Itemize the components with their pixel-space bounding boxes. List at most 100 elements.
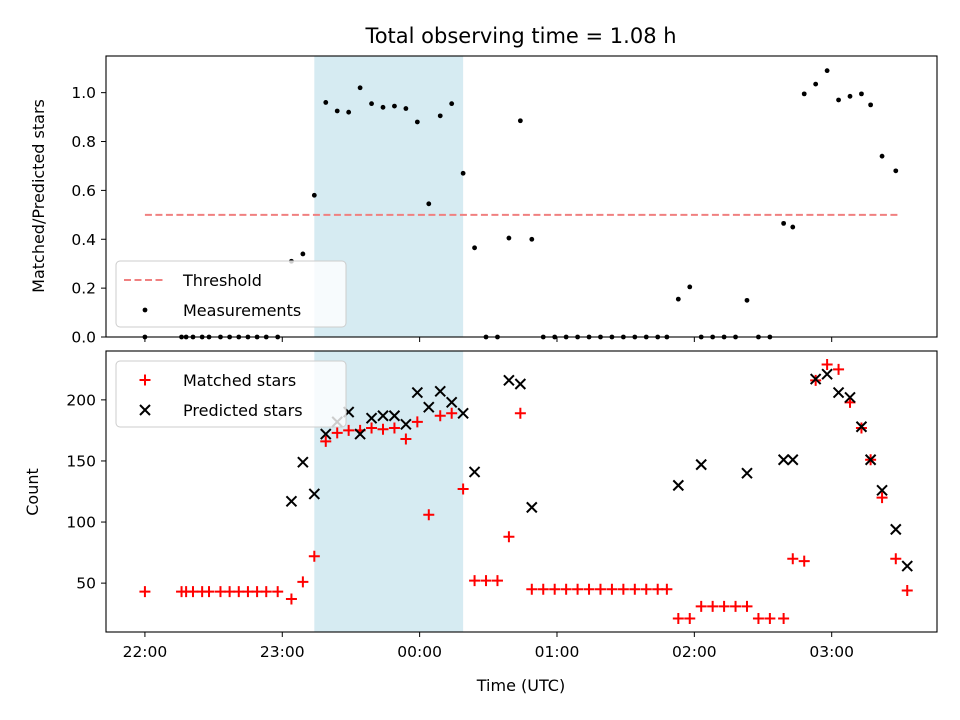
- matched-star-point: [308, 550, 320, 562]
- matched-star-point: [661, 583, 673, 595]
- predicted-star-point: [297, 456, 309, 468]
- measurement-point: [392, 103, 397, 109]
- matched-star-point: [695, 600, 707, 612]
- bottom-legend-box: [115, 360, 347, 428]
- matched-star-point: [764, 613, 776, 625]
- measurement-point: [449, 101, 455, 107]
- bottom-y-axis-label: Count: [23, 468, 42, 516]
- matched-star-point: [285, 593, 297, 605]
- predicted-star-point: [855, 421, 868, 433]
- legend-predicted-swatch: [139, 404, 151, 416]
- bottom-panel: 22:00 23:00 00:00 01:00 02:00 03:00 50 100 150 20…: [66, 350, 938, 661]
- x-tick-label: 02:00: [672, 643, 717, 661]
- top-y-tick-label: 0.2: [71, 280, 96, 298]
- predicted-star-point: [876, 484, 888, 496]
- top-legend-box: [115, 260, 347, 328]
- matched-star-point: [377, 423, 389, 435]
- matched-star-point: [260, 586, 272, 598]
- matched-star-point: [560, 583, 572, 595]
- top-series-0: [142, 68, 899, 340]
- measurement-point: [369, 101, 374, 107]
- measurement-point: [824, 68, 830, 74]
- x-tick-label: 22:00: [123, 643, 168, 661]
- matched-star-point: [640, 583, 652, 595]
- measurement-point: [300, 251, 306, 257]
- chart-title: Total observing time = 1.08 h: [364, 24, 676, 48]
- predicted-star-point: [672, 479, 685, 492]
- matched-star-point: [537, 583, 549, 595]
- predicted-star-point: [503, 374, 515, 387]
- predicted-star-point: [400, 418, 412, 431]
- predicted-star-point: [901, 560, 913, 572]
- measurement-point: [868, 102, 874, 108]
- matched-star-point: [411, 416, 423, 428]
- matched-star-point: [798, 555, 810, 567]
- predicted-star-point: [787, 454, 799, 466]
- measurement-point: [813, 81, 819, 87]
- matched-star-point: [343, 424, 355, 436]
- top-y-tick-label: 1.0: [71, 84, 96, 102]
- top-legend-label: Measurements: [183, 301, 301, 320]
- matched-star-point: [480, 575, 492, 587]
- matched-star-point: [617, 583, 629, 595]
- matched-star-point: [457, 483, 469, 495]
- measurement-point: [380, 104, 386, 110]
- predicted-star-point: [377, 410, 389, 422]
- predicted-star-point: [741, 467, 753, 479]
- matched-star-point: [320, 435, 332, 447]
- predicted-star-point: [844, 391, 856, 404]
- legend-matched-swatch: [139, 374, 151, 386]
- predicted-star-point: [365, 412, 378, 424]
- predicted-star-point: [695, 458, 707, 471]
- predicted-star-point: [468, 466, 481, 478]
- bottom-legend-label: Matched stars: [183, 371, 296, 390]
- x-tick-label: 00:00: [397, 643, 442, 661]
- measurement-point: [414, 119, 420, 125]
- predicted-star-point: [890, 523, 902, 536]
- matched-star-point: [423, 509, 435, 521]
- measurement-point: [517, 118, 523, 124]
- matched-star-point: [787, 553, 799, 565]
- x-tick-label: 03:00: [809, 643, 854, 661]
- measurement-point: [847, 93, 853, 99]
- measurement-point: [323, 100, 329, 105]
- top-axes-frame: [105, 55, 938, 338]
- matched-star-point: [606, 583, 618, 595]
- measurement-point: [529, 236, 535, 242]
- predicted-star-point: [457, 407, 469, 420]
- bottom-y-tick-label: 200: [66, 391, 96, 409]
- matched-star-point: [778, 613, 790, 625]
- matched-star-point: [718, 600, 730, 612]
- matched-star-point: [594, 583, 606, 595]
- predicted-star-point: [809, 373, 822, 385]
- predicted-star-point: [320, 428, 332, 440]
- measurement-point: [836, 97, 841, 103]
- matched-star-point: [707, 600, 719, 612]
- matched-star-point: [741, 600, 753, 612]
- matched-star-point: [469, 575, 481, 587]
- top-y-axis-label: Matched/Predicted stars: [29, 99, 48, 293]
- matched-star-point: [203, 586, 215, 598]
- measurement-point: [781, 220, 787, 226]
- predicted-star-point: [821, 368, 833, 380]
- predicted-star-point: [308, 488, 321, 500]
- measurement-point: [790, 224, 796, 230]
- predicted-star-point: [411, 386, 424, 399]
- top-legend-label: Threshold: [182, 271, 262, 290]
- x-tick-label: 01:00: [535, 643, 580, 661]
- matched-star-point: [821, 358, 833, 370]
- matched-star-point: [503, 531, 515, 543]
- matched-star-point: [901, 584, 913, 596]
- measurement-point: [472, 245, 477, 251]
- matched-star-point: [629, 583, 641, 595]
- predicted-star-point: [445, 396, 458, 409]
- matched-star-point: [446, 407, 458, 419]
- bottom-legend-label: Predicted stars: [183, 401, 303, 420]
- bottom-axes-frame: [105, 350, 938, 633]
- measurement-point: [346, 109, 352, 115]
- matched-star-point: [572, 583, 584, 595]
- matched-star-point: [297, 576, 309, 588]
- measurement-point: [675, 296, 681, 302]
- predicted-star-point: [864, 454, 877, 466]
- matched-star-point: [890, 553, 902, 565]
